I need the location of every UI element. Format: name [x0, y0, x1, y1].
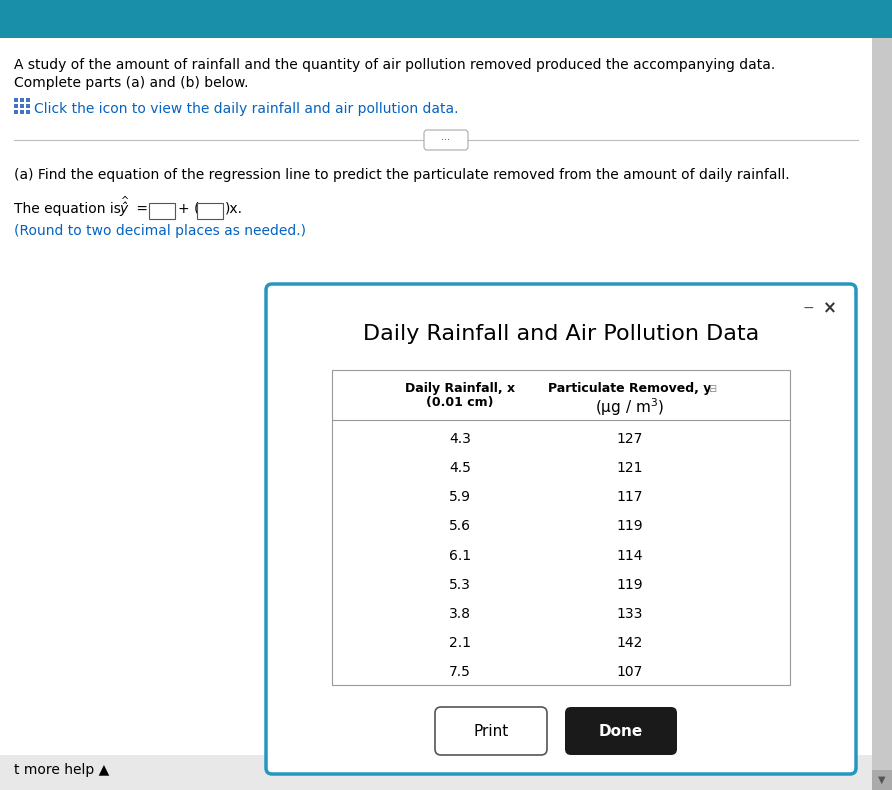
- Text: 2.1: 2.1: [450, 636, 471, 650]
- Text: 7.5: 7.5: [450, 665, 471, 679]
- FancyBboxPatch shape: [266, 284, 856, 774]
- Text: Daily Rainfall and Air Pollution Data: Daily Rainfall and Air Pollution Data: [363, 324, 759, 344]
- Text: ×: ×: [823, 299, 837, 317]
- Text: ($\mathregular{\mu}$g / m$^3$): ($\mathregular{\mu}$g / m$^3$): [595, 396, 665, 418]
- FancyBboxPatch shape: [332, 370, 790, 685]
- Text: )x.: )x.: [225, 202, 243, 216]
- FancyBboxPatch shape: [149, 203, 175, 219]
- Text: 5.9: 5.9: [450, 490, 471, 504]
- Text: 121: 121: [616, 461, 643, 475]
- Text: Done: Done: [599, 724, 643, 739]
- Text: ▼: ▼: [879, 775, 886, 785]
- FancyBboxPatch shape: [424, 130, 468, 150]
- Text: 117: 117: [616, 490, 643, 504]
- Text: 119: 119: [616, 577, 643, 592]
- Text: Complete parts (a) and (b) below.: Complete parts (a) and (b) below.: [14, 76, 249, 90]
- FancyBboxPatch shape: [26, 104, 30, 108]
- Text: 6.1: 6.1: [450, 548, 471, 562]
- Text: −: −: [802, 301, 814, 315]
- Text: ŷ: ŷ: [119, 201, 128, 216]
- Text: Print: Print: [474, 724, 508, 739]
- Text: 3.8: 3.8: [450, 607, 471, 621]
- FancyBboxPatch shape: [14, 104, 18, 108]
- Text: 5.3: 5.3: [450, 577, 471, 592]
- Text: =: =: [132, 202, 148, 216]
- Text: ^: ^: [121, 196, 129, 206]
- Text: 5.6: 5.6: [450, 519, 471, 533]
- Text: Daily Rainfall, x: Daily Rainfall, x: [405, 382, 516, 395]
- FancyBboxPatch shape: [20, 98, 24, 102]
- FancyBboxPatch shape: [0, 38, 872, 755]
- FancyBboxPatch shape: [20, 104, 24, 108]
- Text: 107: 107: [616, 665, 643, 679]
- Text: 114: 114: [616, 548, 643, 562]
- Text: (Round to two decimal places as needed.): (Round to two decimal places as needed.): [14, 224, 306, 238]
- Text: Click the icon to view the daily rainfall and air pollution data.: Click the icon to view the daily rainfal…: [34, 102, 458, 116]
- FancyBboxPatch shape: [14, 98, 18, 102]
- FancyBboxPatch shape: [0, 0, 892, 38]
- FancyBboxPatch shape: [14, 110, 18, 114]
- Text: 119: 119: [616, 519, 643, 533]
- Text: 142: 142: [616, 636, 643, 650]
- Text: (a) Find the equation of the regression line to predict the particulate removed : (a) Find the equation of the regression …: [14, 168, 789, 182]
- FancyBboxPatch shape: [565, 707, 677, 755]
- FancyBboxPatch shape: [26, 110, 30, 114]
- Text: 4.3: 4.3: [450, 431, 471, 446]
- FancyBboxPatch shape: [435, 707, 547, 755]
- FancyBboxPatch shape: [0, 755, 872, 790]
- FancyBboxPatch shape: [872, 770, 892, 790]
- FancyBboxPatch shape: [20, 110, 24, 114]
- FancyBboxPatch shape: [872, 0, 892, 790]
- Text: 133: 133: [616, 607, 643, 621]
- Text: 4.5: 4.5: [450, 461, 471, 475]
- FancyBboxPatch shape: [197, 203, 223, 219]
- Text: Particulate Removed, y: Particulate Removed, y: [548, 382, 712, 395]
- Text: (0.01 cm): (0.01 cm): [426, 396, 494, 409]
- Text: ···: ···: [442, 135, 450, 145]
- FancyBboxPatch shape: [26, 98, 30, 102]
- Text: t more help ▲: t more help ▲: [14, 763, 109, 777]
- Text: A study of the amount of rainfall and the quantity of air pollution removed prod: A study of the amount of rainfall and th…: [14, 58, 775, 72]
- Text: + (: + (: [178, 202, 200, 216]
- Text: The equation is: The equation is: [14, 202, 125, 216]
- Text: ⊟: ⊟: [707, 384, 715, 394]
- Text: 127: 127: [616, 431, 643, 446]
